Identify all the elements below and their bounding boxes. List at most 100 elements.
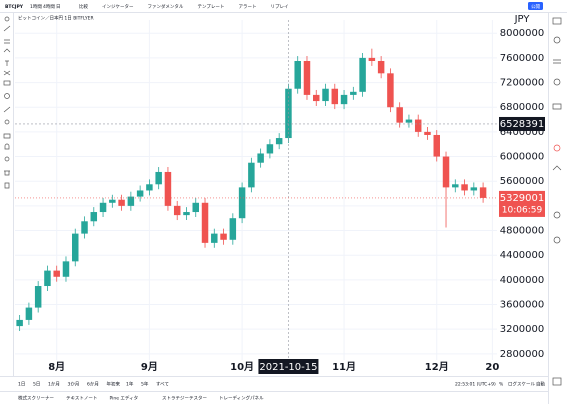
top-toolbar: BTCJPY 1時間 4時間日 比較 インジケーター ファンダメンタル テンプレート アラー… [5, 3, 289, 10]
x-tick-label: 9月 [141, 361, 158, 373]
sidebar-icon[interactable] [553, 211, 561, 219]
candle-body [211, 233, 218, 243]
toolbar-item[interactable]: リプレイ [271, 4, 289, 10]
bottom-tab[interactable]: トレーディングパネル [219, 395, 264, 402]
candle-body [396, 107, 403, 123]
candle-body [90, 212, 98, 222]
y-tick-label: 4400000 [500, 250, 545, 261]
range-button[interactable]: 1日 [18, 382, 25, 388]
range-button[interactable]: 1年 [126, 381, 134, 388]
bottom-tab[interactable]: ストラテジーテスター [162, 395, 207, 402]
sidebar-icon[interactable] [553, 236, 561, 244]
y-tick-label: 4000000 [500, 275, 545, 286]
auto-toggle[interactable]: 自動 [536, 381, 545, 388]
bottom-tab[interactable]: テキストノート [66, 396, 97, 402]
right-sidebar [552, 17, 562, 386]
y-tick-label: 5600000 [500, 176, 545, 187]
candle-body [322, 88, 329, 102]
toolbar-item[interactable]: 比較 [79, 3, 88, 10]
symbol[interactable]: BTCJPY [5, 4, 24, 10]
toolbar-item[interactable]: テンプレート [198, 4, 225, 10]
candle-body [201, 202, 209, 243]
tool-icon[interactable] [4, 16, 10, 22]
candle-body [62, 261, 70, 277]
tool-icon[interactable] [3, 48, 11, 53]
interval[interactable]: 日 [56, 4, 61, 10]
sidebar-icon[interactable] [553, 36, 561, 44]
range-button[interactable]: 5日 [33, 382, 40, 388]
candle-body [368, 57, 376, 61]
clock: 22:53:01 (UTC+9) [455, 382, 496, 388]
candle-body [414, 119, 422, 132]
tool-icon[interactable] [3, 80, 11, 86]
bottom-tab[interactable]: Pine エディタ [110, 395, 139, 402]
tool-icon[interactable] [4, 39, 10, 44]
tool-icon[interactable] [4, 170, 10, 176]
range-button[interactable]: 6か月 [87, 381, 99, 388]
bottom-tab[interactable]: 株式スクリーナー [18, 395, 54, 402]
toolbar-item[interactable]: インジケーター [102, 3, 134, 10]
range-button[interactable]: 1か月 [48, 381, 60, 388]
tool-icon[interactable] [5, 60, 9, 66]
currency: JPY [514, 14, 531, 25]
candle-body [387, 73, 394, 108]
sidebar-icon[interactable] [552, 17, 562, 25]
candle-body [275, 138, 283, 145]
y-tick-label: 2800000 [500, 349, 545, 360]
sidebar-icon[interactable] [553, 59, 561, 64]
range-button[interactable]: 年初来 [107, 381, 121, 388]
tool-icon[interactable] [3, 70, 11, 76]
candle-body [331, 88, 339, 105]
candle-body [99, 202, 107, 213]
interval[interactable]: 1時間 [30, 4, 42, 10]
tool-icon[interactable] [4, 93, 10, 99]
y-tick-label: 8000000 [500, 28, 545, 39]
y-tick-label: 6400000 [500, 127, 545, 138]
sidebar-icon[interactable] [552, 165, 562, 171]
toolbar-item[interactable]: アラート [239, 4, 257, 10]
candle-body [229, 218, 237, 240]
candle-body [155, 171, 162, 185]
toolbar-item[interactable]: ファンダメンタル [148, 3, 184, 10]
candle-body [350, 91, 357, 95]
sidebar-icon[interactable] [552, 103, 562, 110]
candle-body [53, 270, 60, 277]
tool-icon[interactable] [3, 133, 11, 139]
range-button[interactable]: すべて [156, 381, 169, 388]
candle-body [25, 307, 33, 320]
range-button[interactable]: 3か月 [68, 381, 80, 388]
countdown: 10:06:59 [502, 205, 543, 215]
percent-toggle[interactable]: % [499, 382, 504, 388]
sidebar-icon[interactable] [552, 377, 562, 386]
candle-body [377, 60, 385, 74]
last-price: 5329001 [500, 193, 545, 204]
crosshair-price: 6528391 [500, 119, 545, 130]
tool-icon[interactable] [4, 119, 10, 125]
candle-body [16, 319, 23, 327]
publish-button[interactable] [528, 2, 543, 10]
range-button[interactable]: 5年 [141, 381, 149, 388]
sidebar-icon[interactable] [553, 144, 561, 152]
sidebar-icon[interactable] [553, 78, 561, 86]
tool-icon[interactable] [4, 156, 10, 162]
tool-icon[interactable] [4, 143, 10, 150]
y-tick-label: 3600000 [500, 300, 545, 311]
x-tick-label: 20 [485, 362, 499, 373]
publish-label[interactable]: 公開 [531, 4, 540, 10]
candle-body [405, 119, 413, 123]
y-tick-label: 4800000 [500, 226, 545, 237]
y-tick-label: 6000000 [500, 152, 545, 163]
candle-body [248, 162, 255, 188]
log-toggle[interactable]: ログスケール [508, 381, 535, 388]
bottom-bar: 1日 5日 1か月 3か月 6か月 年初来 1年 5年 すべて 22:53:01 (UTC+9)%… [18, 381, 545, 402]
y-tick-label: 3200000 [500, 324, 545, 335]
tool-icon[interactable] [3, 25, 11, 32]
interval[interactable]: 4時間 [43, 4, 55, 10]
candle-body [238, 187, 246, 219]
tool-icon[interactable] [3, 106, 11, 113]
tool-icon[interactable] [4, 182, 10, 189]
candle-body [266, 144, 274, 154]
candle-body [118, 199, 125, 206]
